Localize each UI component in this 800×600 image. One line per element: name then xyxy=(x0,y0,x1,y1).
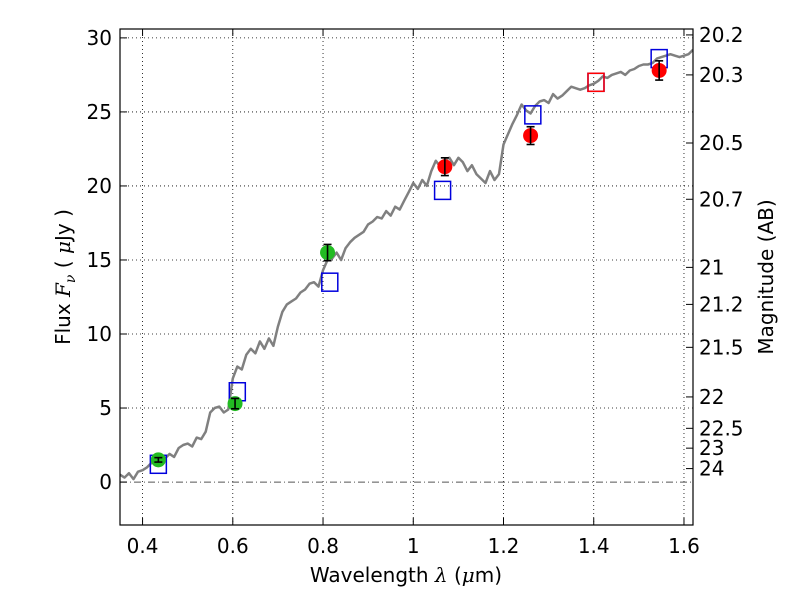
y-tick-label: 25 xyxy=(87,100,112,124)
magnitude-tick-label: 22 xyxy=(699,385,724,409)
magnitude-tick-label: 21.5 xyxy=(699,335,744,359)
y-tick-label: 15 xyxy=(87,248,112,272)
ticks: 0.4 0.6 0.8 1 1.2 1.4 1.6 0 5 10 15 20 25 30 20.2 20.3 2… xyxy=(87,23,744,558)
x-tick-label: 1.6 xyxy=(668,534,700,558)
synthetic-photometry-square xyxy=(433,180,452,201)
secondary-y-axis-label: Magnitude (AB) xyxy=(754,199,778,354)
x-tick-label: 1.4 xyxy=(578,534,610,558)
x-tick-label: 1 xyxy=(407,534,420,558)
axes-frame xyxy=(119,28,694,526)
magnitude-tick-label: 21.2 xyxy=(699,292,744,316)
y-tick-label: 20 xyxy=(87,174,112,198)
y-axis-label: Flux Fν ( μJy ) xyxy=(51,209,79,345)
magnitude-tick-label: 20.3 xyxy=(699,63,744,87)
x-tick-label: 0.4 xyxy=(127,534,159,558)
magnitude-tick-label: 24 xyxy=(699,457,724,481)
y-tick-label: 0 xyxy=(99,470,112,494)
y-tick-label: 30 xyxy=(87,26,112,50)
synthetic-photometry-square xyxy=(587,72,605,93)
synthetic-photometry-square xyxy=(524,105,542,125)
x-axis-label: Wavelength λ (μm) xyxy=(310,563,502,587)
x-tick-label: 1.2 xyxy=(488,534,520,558)
magnitude-tick-label: 22.5 xyxy=(699,416,744,440)
plot-area xyxy=(120,48,693,481)
magnitude-tick-label: 20.5 xyxy=(699,131,744,155)
y-tick-label: 5 xyxy=(99,396,112,420)
magnitude-tick-label: 23 xyxy=(699,436,724,460)
magnitude-tick-label: 20.2 xyxy=(699,23,744,47)
y-tick-label: 10 xyxy=(87,322,112,346)
x-tick-label: 0.8 xyxy=(307,534,339,558)
x-tick-label: 0.6 xyxy=(217,534,249,558)
model-spectrum-line xyxy=(120,48,693,481)
synthetic-photometry-square xyxy=(321,272,339,292)
magnitude-tick-label: 21 xyxy=(699,255,724,279)
magnitude-tick-label: 20.7 xyxy=(699,187,744,211)
grid xyxy=(120,29,693,525)
data-markers xyxy=(149,48,668,475)
